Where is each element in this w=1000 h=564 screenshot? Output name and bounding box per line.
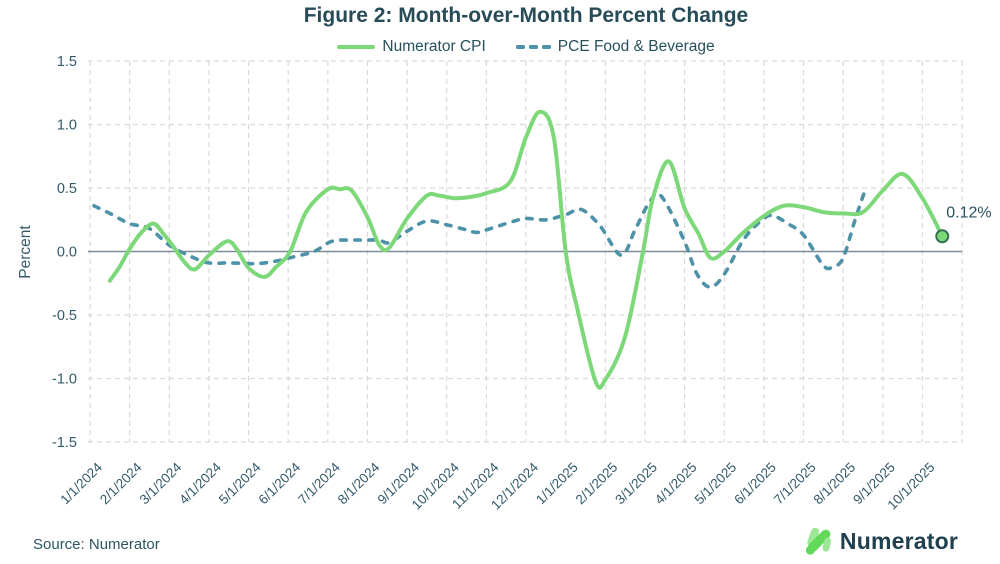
x-tick-label: 8/1/2024 [335, 459, 383, 507]
y-tick-label: 1.5 [57, 54, 77, 70]
x-tick-label: 6/1/2024 [256, 459, 304, 507]
x-tick-label: 1/1/2025 [533, 460, 581, 508]
x-tick-label: 5/1/2024 [216, 459, 264, 507]
y-tick-label: 0.0 [57, 245, 77, 261]
x-tick-label: 7/1/2025 [771, 460, 819, 508]
x-tick-label: 2/1/2024 [97, 459, 145, 507]
numerator-logo-icon [805, 527, 831, 555]
legend-item-numerator-cpi: Numerator CPI [337, 38, 486, 56]
x-tick-label: 4/1/2024 [176, 459, 224, 507]
numerator-logo-text: Numerator [839, 527, 958, 554]
numerator-logo: Numerator [804, 526, 958, 556]
end-value-annotation: 0.12% [946, 204, 991, 221]
source-note: Source: Numerator [33, 536, 160, 553]
chart-legend: Numerator CPI PCE Food & Beverage [0, 38, 1000, 56]
chart-title: Figure 2: Month-over-Month Percent Chang… [303, 4, 749, 27]
y-tick-label: 0.5 [57, 181, 77, 197]
legend-item-pce-food-beverage: PCE Food & Beverage [515, 38, 715, 56]
y-tick-label: -1.0 [52, 372, 77, 388]
y-tick-label: -1.5 [52, 435, 77, 451]
y-tick-label: 1.0 [57, 118, 77, 134]
x-tick-label: 3/1/2024 [137, 459, 185, 507]
dashed-line-swatch [515, 44, 551, 50]
solid-line-swatch [337, 44, 376, 50]
x-tick-label: 1/1/2024 [57, 459, 105, 507]
y-axis-title: Percent [17, 225, 34, 279]
x-tick-label: 3/1/2025 [612, 460, 660, 508]
x-tick-label: 7/1/2024 [295, 459, 343, 507]
y-tick-label: -0.5 [52, 308, 77, 324]
series-line-numerator-cpi [107, 109, 945, 390]
x-tick-label: 2/1/2025 [573, 460, 621, 508]
legend-label-numerator-cpi: Numerator CPI [382, 38, 486, 55]
x-tick-label: 6/1/2025 [731, 460, 779, 508]
legend-label-pce-food-beverage: PCE Food & Beverage [557, 38, 715, 55]
x-tick-label: 8/1/2025 [811, 460, 859, 508]
end-point-marker [935, 229, 950, 244]
x-tick-label: 5/1/2025 [692, 460, 740, 508]
x-tick-label: 4/1/2025 [652, 460, 700, 508]
series-line-pce-food-beverage [92, 187, 868, 289]
